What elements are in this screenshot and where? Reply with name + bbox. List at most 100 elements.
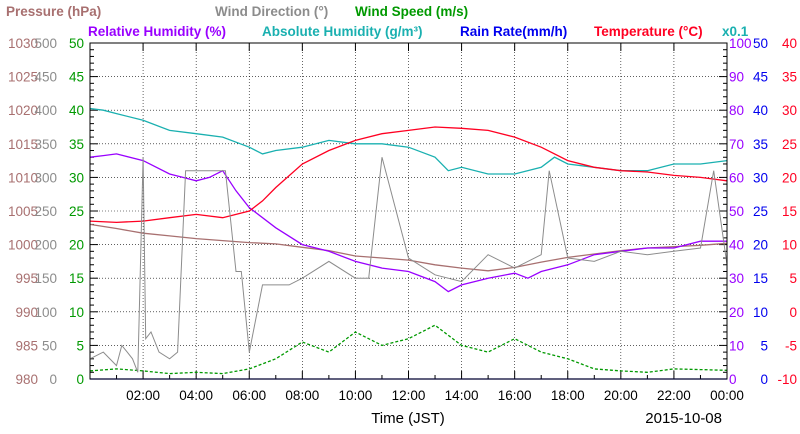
pressure-tick: 1025 xyxy=(8,70,38,85)
wind-speed-tick: 10 xyxy=(69,305,84,320)
wind-direction-tick: 100 xyxy=(34,305,57,320)
date-label: 2015-10-08 xyxy=(645,410,722,427)
x-tick-label: 22:00 xyxy=(657,388,691,403)
humidity-tick: 90 xyxy=(729,70,744,85)
legend-entry: Pressure (hPa) xyxy=(6,4,101,19)
pressure-tick: 1010 xyxy=(8,170,38,185)
temperature-tick: 35 xyxy=(782,70,797,85)
humidity-tick: 30 xyxy=(729,271,744,286)
rain-rate-tick: 45 xyxy=(753,70,768,85)
legend: Pressure (hPa) Wind Direction (°) Wind Spe… xyxy=(6,4,749,39)
pressure-tick: 985 xyxy=(15,338,38,353)
rain-rate-tick: 35 xyxy=(753,137,768,152)
humidity-tick: 0 xyxy=(729,372,737,387)
x-tick-label: 20:00 xyxy=(604,388,638,403)
x-tick-label: 14:00 xyxy=(445,388,479,403)
humidity-tick: 70 xyxy=(729,137,744,152)
wind-direction-tick: 0 xyxy=(49,372,57,387)
left-axes: 9809859909951000100510101015102010251030… xyxy=(8,36,727,387)
series-line xyxy=(89,324,728,375)
rain-rate-tick: 40 xyxy=(753,103,768,118)
pressure-tick: 980 xyxy=(15,372,38,387)
wind-speed-tick: 0 xyxy=(76,372,84,387)
temperature-tick: 0 xyxy=(789,305,797,320)
temperature-tick: 20 xyxy=(782,170,797,185)
wind-direction-tick: 400 xyxy=(34,103,57,118)
wind-speed-tick: 20 xyxy=(69,238,84,253)
rain-rate-tick: 5 xyxy=(760,338,768,353)
x-tick-label: 12:00 xyxy=(392,388,426,403)
legend-entry: Absolute Humidity (g/m³) xyxy=(262,24,423,39)
wind-speed-tick: 35 xyxy=(69,137,84,152)
temperature-tick: 5 xyxy=(789,271,797,286)
rain-rate-tick: 0 xyxy=(760,372,768,387)
series-line xyxy=(89,153,727,293)
humidity-tick: 40 xyxy=(729,238,744,253)
x-tick-label: 02:00 xyxy=(126,388,160,403)
series-line xyxy=(89,126,728,224)
humidity-tick: 100 xyxy=(729,36,752,51)
x-tick-label: 06:00 xyxy=(232,388,266,403)
wind-speed-tick: 15 xyxy=(69,271,84,286)
humidity-tick: 50 xyxy=(729,204,744,219)
pressure-tick: 1000 xyxy=(8,238,38,253)
x-tick-label: 08:00 xyxy=(285,388,319,403)
legend-entry: Wind Speed (m/s) xyxy=(355,4,468,19)
temperature-tick: 10 xyxy=(782,238,797,253)
x-axis-title: Time (JST) xyxy=(371,410,445,427)
wind-direction-tick: 150 xyxy=(34,271,57,286)
wind-speed-tick: 40 xyxy=(69,103,84,118)
x-tick-label: 10:00 xyxy=(339,388,373,403)
temperature-tick: 25 xyxy=(782,137,797,152)
x-tick-label: 16:00 xyxy=(498,388,532,403)
humidity-tick: 60 xyxy=(729,170,744,185)
pressure-tick: 990 xyxy=(15,305,38,320)
legend-entry: Temperature (°C) xyxy=(594,24,703,39)
x-axis: 02:00 04:00 06:00 08:00 10:00 12:00 14:00 16:00… xyxy=(116,43,744,403)
temperature-tick: 40 xyxy=(782,36,797,51)
rain-rate-tick: 25 xyxy=(753,204,768,219)
pressure-tick: 1005 xyxy=(8,204,38,219)
series-line xyxy=(89,157,728,373)
x-tick-label: 18:00 xyxy=(551,388,585,403)
temperature-tick: 15 xyxy=(782,204,797,219)
humidity-tick: 10 xyxy=(729,338,744,353)
wind-speed-tick: 45 xyxy=(69,70,84,85)
humidity-tick: 80 xyxy=(729,103,744,118)
legend-entry: x0.1 xyxy=(722,24,749,39)
rain-rate-tick: 10 xyxy=(753,305,768,320)
legend-entry: Wind Direction (°) xyxy=(215,4,328,19)
wind-direction-tick: 350 xyxy=(34,137,57,152)
rain-rate-tick: 15 xyxy=(753,271,768,286)
temperature-tick: -5 xyxy=(785,338,797,353)
legend-entry: Rain Rate(mm/h) xyxy=(460,24,567,39)
wind-direction-tick: 300 xyxy=(34,170,57,185)
pressure-tick: 995 xyxy=(15,271,38,286)
temperature-tick: 30 xyxy=(782,103,797,118)
wind-speed-tick: 30 xyxy=(69,170,84,185)
x-tick-label: 04:00 xyxy=(179,388,213,403)
wind-speed-tick: 25 xyxy=(69,204,84,219)
legend-entry: Relative Humidity (%) xyxy=(88,24,226,39)
wind-speed-tick: 5 xyxy=(76,338,84,353)
series-line xyxy=(89,223,728,272)
rain-rate-tick: 20 xyxy=(753,238,768,253)
pressure-tick: 1020 xyxy=(8,103,38,118)
wind-direction-tick: 250 xyxy=(34,204,57,219)
series-lines xyxy=(89,107,728,380)
rain-rate-tick: 30 xyxy=(753,170,768,185)
wind-direction-tick: 200 xyxy=(34,238,57,253)
wind-direction-tick: 450 xyxy=(34,70,57,85)
right-axes: 0102030405060708090100051015202530354045… xyxy=(729,36,797,387)
plot-frame xyxy=(89,42,728,380)
x-tick-label: 00:00 xyxy=(710,388,744,403)
wind-speed-tick: 50 xyxy=(69,36,84,51)
wind-direction-tick: 50 xyxy=(42,338,57,353)
humidity-tick: 20 xyxy=(729,305,744,320)
grid xyxy=(90,43,727,379)
rain-rate-tick: 50 xyxy=(753,36,768,51)
wind-direction-tick: 500 xyxy=(34,36,57,51)
pressure-tick: 1015 xyxy=(8,137,38,152)
temperature-tick: -10 xyxy=(777,372,797,387)
